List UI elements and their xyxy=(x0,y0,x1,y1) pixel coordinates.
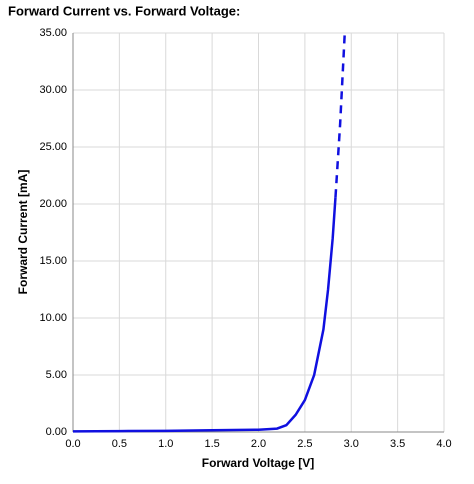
x-axis-label: Forward Voltage [V] xyxy=(202,456,314,470)
y-tick-label: 35.00 xyxy=(39,27,67,39)
chart-title: Forward Current vs. Forward Voltage: xyxy=(8,3,240,18)
x-tick-label: 2.0 xyxy=(251,438,266,450)
x-tick-label: 3.0 xyxy=(344,438,359,450)
x-tick-label: 4.0 xyxy=(436,438,451,450)
x-tick-label: 3.5 xyxy=(390,438,405,450)
y-tick-label: 10.00 xyxy=(39,312,67,324)
series-line xyxy=(72,197,337,433)
y-tick-label: 20.00 xyxy=(39,198,67,210)
x-tick-label: 1.0 xyxy=(158,438,173,450)
x-tick-label: 0.0 xyxy=(65,438,80,450)
y-axis-label: Forward Current [mA] xyxy=(16,170,30,295)
series-line xyxy=(334,32,347,198)
y-tick-label: 15.00 xyxy=(39,255,67,267)
x-tick-label: 1.5 xyxy=(204,438,219,450)
x-tick-label: 2.5 xyxy=(297,438,312,450)
x-tick-label: 0.5 xyxy=(112,438,127,450)
y-tick-label: 25.00 xyxy=(39,141,67,153)
y-tick-label: 30.00 xyxy=(39,84,67,96)
y-tick-label: 0.00 xyxy=(46,426,67,438)
y-tick-label: 5.00 xyxy=(46,369,67,381)
